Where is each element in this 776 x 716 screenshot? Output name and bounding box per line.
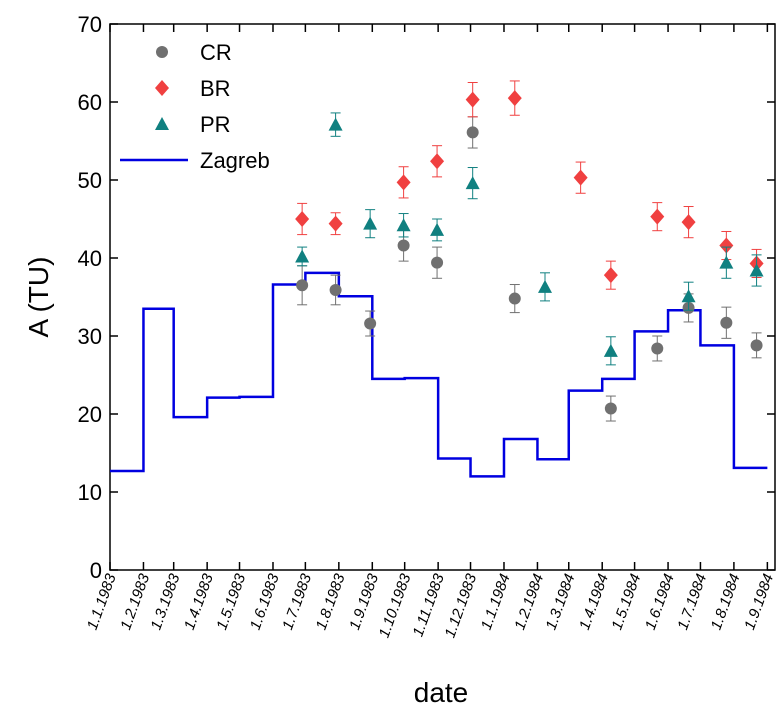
x-tick-label: 1.2.1984 bbox=[511, 572, 547, 633]
marker bbox=[397, 239, 410, 252]
plot-frame bbox=[109, 23, 776, 571]
marker bbox=[296, 279, 309, 292]
x-tick-label: 1.6.1984 bbox=[642, 572, 678, 633]
y-tick-label: 0 bbox=[90, 558, 102, 583]
y-tick-label: 20 bbox=[78, 402, 102, 427]
marker bbox=[430, 153, 445, 170]
x-tick-label: 1.8.1983 bbox=[313, 571, 349, 632]
marker bbox=[295, 249, 310, 263]
marker bbox=[465, 91, 480, 108]
step-line bbox=[110, 271, 768, 478]
marker bbox=[603, 343, 618, 357]
marker bbox=[328, 215, 343, 232]
x-tick-label: 1.5.1984 bbox=[608, 572, 644, 633]
marker bbox=[719, 237, 734, 254]
x-tick-label: 1.9.1983 bbox=[346, 571, 382, 632]
x-tick-label: 1.7.1984 bbox=[674, 572, 710, 633]
y-tick-label: 60 bbox=[78, 90, 102, 115]
marker bbox=[431, 256, 444, 269]
marker bbox=[396, 218, 411, 232]
y-tick-label: 50 bbox=[78, 168, 102, 193]
y-tick-label: 30 bbox=[78, 324, 102, 349]
legend-marker bbox=[155, 80, 169, 96]
x-axis-label: date bbox=[414, 677, 469, 708]
marker bbox=[507, 90, 522, 107]
marker bbox=[465, 176, 480, 190]
marker bbox=[681, 289, 696, 303]
marker bbox=[396, 174, 411, 191]
x-tick-label: 1.4.1983 bbox=[181, 571, 217, 632]
x-tick-label: 1.4.1984 bbox=[576, 572, 612, 633]
marker bbox=[719, 255, 734, 269]
legend-marker bbox=[155, 117, 169, 130]
marker bbox=[720, 316, 733, 329]
x-tick-label: 1.7.1983 bbox=[279, 571, 315, 632]
x-tick-label: 1.9.1984 bbox=[741, 572, 776, 633]
marker bbox=[604, 402, 617, 415]
marker bbox=[603, 267, 618, 284]
legend-label: CR bbox=[200, 40, 232, 65]
x-tick-label: 1.3.1983 bbox=[147, 571, 183, 632]
marker bbox=[466, 126, 479, 139]
legend-label: PR bbox=[200, 112, 231, 137]
x-tick-label: 1.1.1984 bbox=[478, 572, 514, 633]
marker bbox=[328, 117, 343, 131]
x-tick-label: 1.3.1984 bbox=[543, 572, 579, 633]
legend-label: BR bbox=[200, 76, 231, 101]
legend-label: Zagreb bbox=[200, 148, 270, 173]
y-tick-label: 10 bbox=[78, 480, 102, 505]
marker bbox=[430, 222, 445, 236]
marker bbox=[573, 169, 588, 186]
marker bbox=[538, 279, 553, 293]
marker bbox=[651, 342, 664, 355]
x-tick-label: 1.6.1983 bbox=[247, 571, 283, 632]
x-tick-label: 1.10.1983 bbox=[376, 571, 415, 640]
x-tick-label: 1.8.1984 bbox=[708, 572, 744, 633]
marker bbox=[329, 283, 342, 296]
marker bbox=[749, 263, 764, 277]
marker bbox=[650, 208, 665, 225]
marker bbox=[508, 292, 521, 305]
marker bbox=[363, 216, 378, 230]
legend-marker bbox=[156, 46, 168, 58]
y-axis-label: A (TU) bbox=[23, 257, 54, 338]
marker bbox=[681, 214, 696, 231]
marker bbox=[364, 317, 377, 330]
x-tick-label: 1.11.1983 bbox=[409, 571, 448, 639]
y-tick-label: 70 bbox=[78, 12, 102, 37]
marker bbox=[750, 339, 763, 352]
x-tick-label: 1.12.1983 bbox=[441, 571, 480, 640]
marker bbox=[295, 211, 310, 227]
x-tick-label: 1.5.1983 bbox=[213, 571, 249, 632]
y-tick-label: 40 bbox=[78, 246, 102, 271]
